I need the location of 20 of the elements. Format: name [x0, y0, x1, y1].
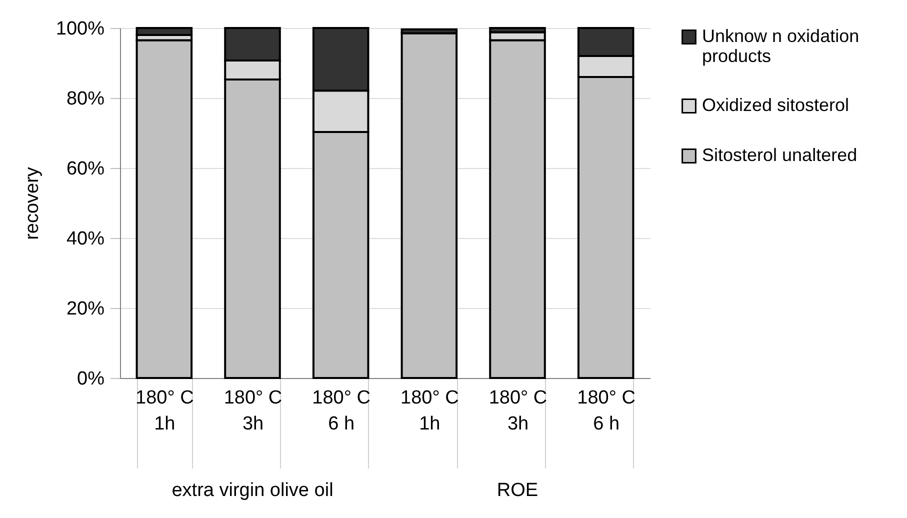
- legend-label: Sitosterol unaltered: [702, 145, 858, 165]
- y-tick-label: 80%: [66, 88, 105, 110]
- x-tick-label: 180° C 6 h: [312, 388, 370, 434]
- text: ROE: [496, 480, 538, 501]
- legend-label: Unknow n oxidation products: [702, 26, 860, 66]
- x-tick-label: 180° C 3h: [488, 388, 548, 434]
- x-tick-label: 180° C 3h: [224, 388, 282, 434]
- bar: [136, 39, 193, 379]
- x-tick-label: 180° C 6 h: [577, 388, 636, 434]
- y-tick-label: 0%: [77, 368, 105, 390]
- x-tick-label: 180° C 1h: [136, 388, 194, 434]
- text: extra virgin olive oil: [172, 480, 334, 501]
- bar: [400, 32, 458, 379]
- y-tick-label: 100%: [56, 18, 105, 40]
- y-tick-label: 60%: [66, 158, 105, 180]
- x-tick-label: 180° C 1h: [400, 388, 459, 434]
- y-tick-label: 40%: [66, 228, 105, 250]
- legend-label: Oxidized sitosterol: [702, 95, 850, 115]
- y-axis-title: recovery: [22, 166, 43, 240]
- y-tick-label: 20%: [66, 298, 105, 320]
